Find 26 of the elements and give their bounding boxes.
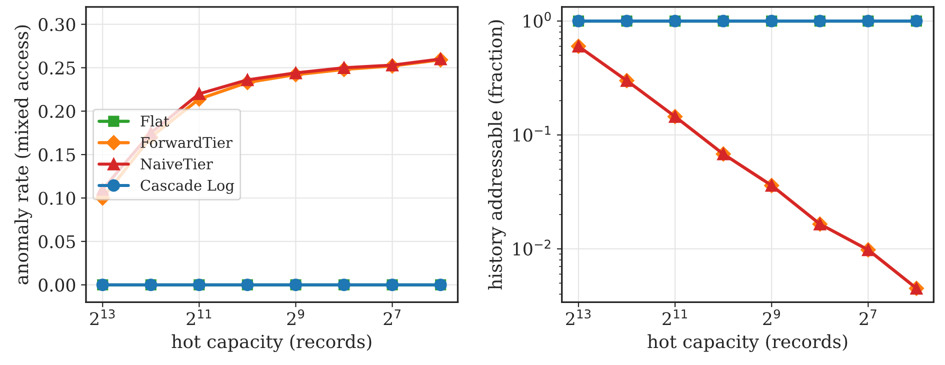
x-tick-label: 2$^{7}$ [384,310,400,326]
y-tick-label: 0.30 [38,18,76,32]
x-tick-label: 2$^{13}$ [90,309,115,325]
y-axis-title: history addressable (fraction) [488,20,506,290]
legend-label: Cascade Log [140,180,234,194]
legend-label: NaiveTier [140,158,213,170]
y-tick-label: 0.05 [38,235,75,248]
x-tick-label: 2$^{7}$ [860,310,876,326]
x-axis-title: hot capacity (records) [172,334,372,352]
y-tick-label: 0.00 [38,278,76,292]
legend-label: ForwardTier [140,136,232,148]
x-tick-label: 2$^{11}$ [662,310,687,326]
x-tick-label: 2$^{9}$ [763,309,780,325]
legend-label: Flat [140,115,170,127]
y-tick-label: 10$^{−2}$ [513,240,550,256]
x-tick-label: 2$^{13}$ [566,309,591,325]
y-tick-label: 10$^{−1}$ [513,126,550,142]
y-tick-label: 10$^{0}$ [524,12,551,28]
y-tick-label: 0.25 [38,61,75,75]
x-tick-label: 2$^{9}$ [287,309,304,325]
x-tick-label: 2$^{11}$ [186,310,212,326]
y-tick-label: 0.15 [38,148,75,162]
y-tick-label: 0.20 [38,104,76,118]
y-tick-label: 0.10 [38,192,76,205]
y-axis-title: anomaly rate (mixed access) [14,25,32,284]
x-axis-title: hot capacity (records) [648,334,848,352]
